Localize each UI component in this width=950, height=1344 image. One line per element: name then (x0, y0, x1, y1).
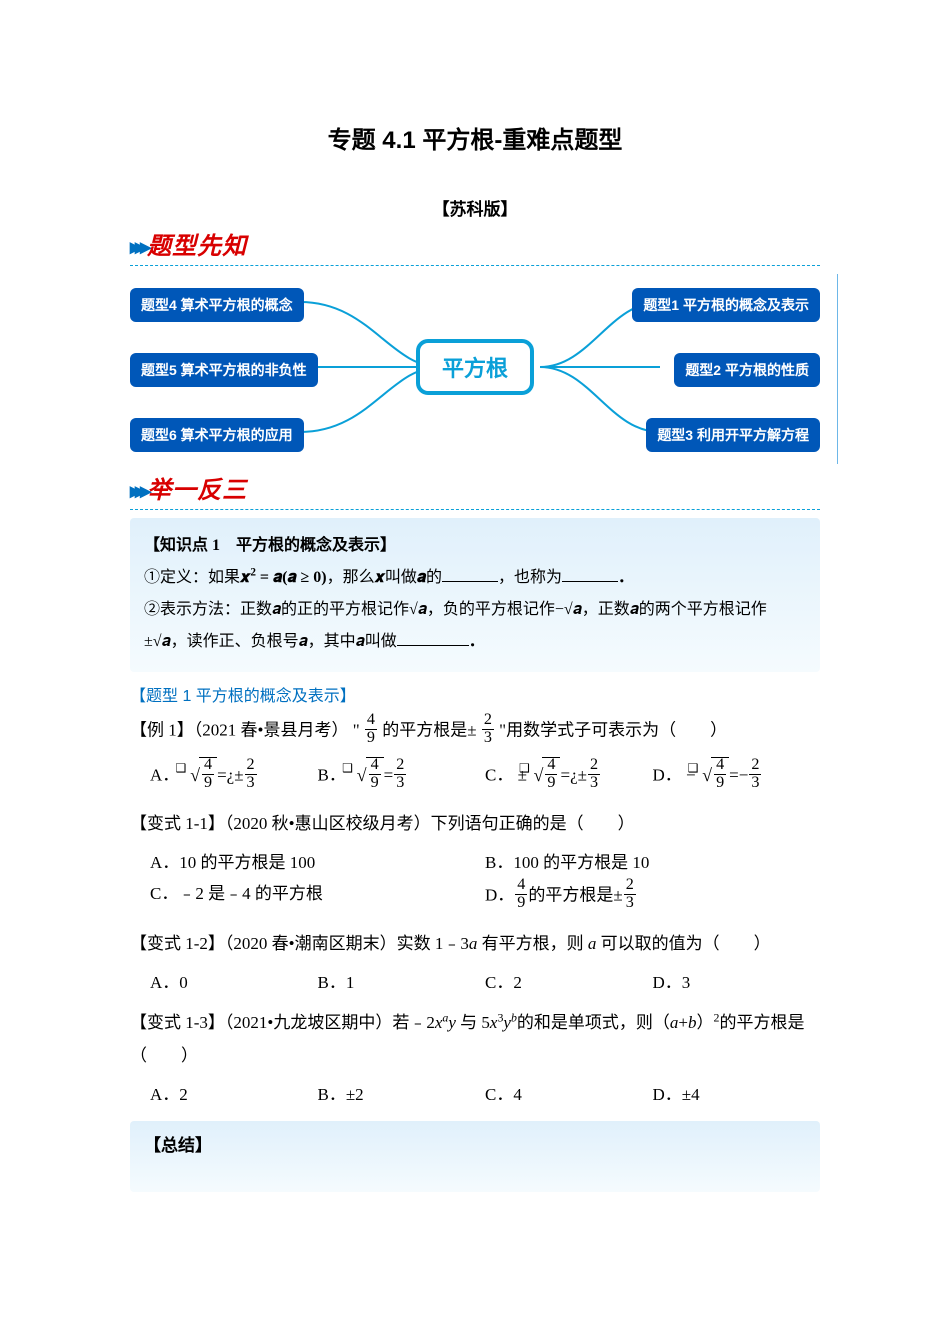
mindmap-leaf-left-2: 题型6 算术平方根的应用 (130, 418, 304, 452)
variant-1-2: 【变式 1-2】（2020 春•潮南区期末）实数 1﹣3a 有平方根，则 a 可… (130, 928, 820, 960)
option-a[interactable]: A．10 的平方根是 100 (150, 848, 485, 873)
knowledge-heading: 【知识点 1 平方根的概念及表示】 (144, 530, 806, 562)
script-heading-preview: ▸▸▸题型先知 (130, 226, 820, 261)
script-heading-text: 举一反三 (147, 478, 247, 504)
mindmap-leaf-left-0: 题型4 算术平方根的概念 (130, 288, 304, 322)
example-1-options: A． ❑49=¿±23 B． ❑49=23 C． ±❑49=¿±23 D． −❑… (150, 757, 820, 800)
fill-blank[interactable] (562, 565, 618, 582)
option-c[interactable]: C．2 (485, 968, 653, 993)
side-rule (837, 274, 838, 464)
variant-1-2-options: A．0 B．1 C．2 D．3 (150, 968, 820, 999)
variant-1-1-options: A．10 的平方根是 100 B．100 的平方根是 10 C．﹣2 是﹣4 的… (150, 848, 820, 920)
option-d[interactable]: D．±4 (653, 1080, 821, 1105)
question-type-heading: 【题型 1 平方根的概念及表示】 (130, 682, 820, 706)
summary-box: 【总结】 (130, 1121, 820, 1192)
doc-title: 专题 4.1 平方根-重难点题型 (130, 120, 820, 155)
fill-blank[interactable] (442, 565, 498, 582)
knowledge-box: 【知识点 1 平方根的概念及表示】 ①定义：如果𝒙2 = 𝒂(𝒂 ≥ 0)，那么… (130, 518, 820, 672)
dash-divider (130, 265, 820, 266)
mindmap-leaf-right-1: 题型2 平方根的性质 (674, 353, 820, 387)
mindmap-center: 平方根 (416, 339, 534, 395)
knowledge-line-2: ②表示方法：正数𝒂的正的平方根记作√𝒂，负的平方根记作−√𝒂，正数𝒂的两个平方根… (144, 594, 806, 658)
edition: 【苏科版】 (130, 195, 820, 220)
option-d[interactable]: D．49的平方根是±23 (485, 879, 820, 914)
option-d[interactable]: D． −❑49=−23 (653, 757, 821, 794)
arrows-icon: ▸▸▸ (130, 478, 145, 503)
arrows-icon: ▸▸▸ (130, 234, 145, 259)
option-c[interactable]: C．﹣2 是﹣4 的平方根 (150, 879, 485, 914)
option-c[interactable]: C．4 (485, 1080, 653, 1105)
script-heading-text: 题型先知 (147, 234, 247, 260)
option-a[interactable]: A．2 (150, 1080, 318, 1105)
knowledge-line-1: ①定义：如果𝒙2 = 𝒂(𝒂 ≥ 0)，那么𝒙叫做𝒂的，也称为． (144, 562, 806, 594)
variant-1-3-options: A．2 B．±2 C．4 D．±4 (150, 1080, 820, 1111)
option-b[interactable]: B．100 的平方根是 10 (485, 848, 820, 873)
example-1: 【例 1】（2021 春•景县月考） " 49 的平方根是± 23 "用数学式子… (130, 714, 820, 749)
option-a[interactable]: A． ❑49=¿±23 (150, 757, 318, 794)
option-a[interactable]: A．0 (150, 968, 318, 993)
fill-blank[interactable] (397, 629, 469, 646)
option-b[interactable]: B．1 (318, 968, 486, 993)
mindmap-leaf-right-0: 题型1 平方根的概念及表示 (632, 288, 820, 322)
variant-1-1: 【变式 1-1】（2020 秋•惠山区校级月考）下列语句正确的是（ ） (130, 808, 820, 840)
mindmap-leaf-left-1: 题型5 算术平方根的非负性 (130, 353, 318, 387)
summary-label: 【总结】 (144, 1136, 212, 1155)
mindmap-leaf-right-2: 题型3 利用开平方解方程 (646, 418, 820, 452)
variant-1-3: 【变式 1-3】（2021•九龙坡区期中）若﹣2xay 与 5x3yb的和是单项… (130, 1007, 820, 1072)
script-heading-main: ▸▸▸举一反三 (130, 470, 820, 505)
dash-divider (130, 509, 820, 510)
option-b[interactable]: B． ❑49=23 (318, 757, 486, 794)
mindmap: 平方根 题型4 算术平方根的概念 题型5 算术平方根的非负性 题型6 算术平方根… (130, 274, 820, 460)
option-b[interactable]: B．±2 (318, 1080, 486, 1105)
option-c[interactable]: C． ±❑49=¿±23 (485, 757, 653, 794)
option-d[interactable]: D．3 (653, 968, 821, 993)
